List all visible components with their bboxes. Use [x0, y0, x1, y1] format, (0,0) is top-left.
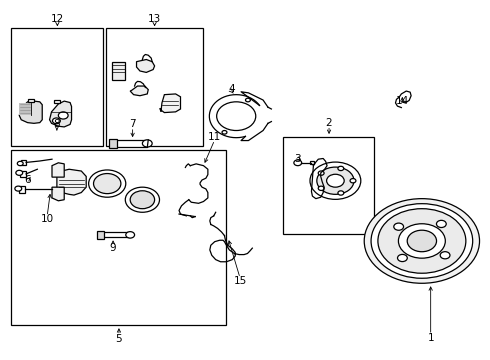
Polygon shape [112, 62, 125, 80]
Text: 13: 13 [148, 14, 161, 24]
Polygon shape [19, 103, 31, 115]
Circle shape [310, 162, 361, 199]
Text: 14: 14 [396, 96, 409, 106]
Circle shape [58, 112, 68, 119]
Bar [11, 28, 103, 146]
Circle shape [327, 174, 344, 187]
Polygon shape [49, 101, 72, 127]
Circle shape [407, 230, 437, 252]
Circle shape [52, 118, 60, 124]
Circle shape [222, 131, 227, 134]
Text: 11: 11 [208, 132, 221, 142]
Bar [19, 186, 25, 193]
Text: 15: 15 [234, 276, 247, 286]
Text: 2: 2 [326, 118, 332, 128]
Bar [98, 230, 104, 239]
Circle shape [371, 204, 473, 278]
Circle shape [338, 166, 344, 171]
Circle shape [17, 161, 23, 166]
Polygon shape [160, 94, 180, 113]
Circle shape [398, 224, 445, 258]
Bar [109, 139, 117, 148]
Bar [20, 171, 26, 177]
Circle shape [15, 186, 22, 191]
Bar [27, 99, 34, 102]
Text: 6: 6 [24, 175, 31, 185]
Circle shape [125, 187, 159, 212]
Circle shape [350, 179, 356, 183]
Text: 3: 3 [294, 154, 301, 164]
Polygon shape [52, 163, 64, 177]
Text: 5: 5 [116, 333, 122, 343]
Bar [98, 232, 130, 237]
Circle shape [16, 170, 23, 175]
Circle shape [338, 191, 344, 195]
Bar [106, 28, 203, 146]
Circle shape [394, 223, 404, 230]
Circle shape [130, 191, 155, 209]
Bar [11, 149, 226, 325]
Circle shape [318, 171, 324, 175]
Polygon shape [57, 169, 86, 195]
Circle shape [397, 255, 407, 262]
Circle shape [440, 252, 450, 259]
Circle shape [126, 231, 135, 238]
Circle shape [89, 170, 126, 197]
Circle shape [294, 160, 302, 166]
Circle shape [317, 167, 354, 194]
Text: 7: 7 [129, 120, 136, 129]
Circle shape [318, 186, 324, 190]
Text: 1: 1 [427, 333, 434, 343]
Bar [21, 159, 26, 165]
Text: 9: 9 [110, 243, 117, 253]
Polygon shape [137, 59, 155, 72]
Circle shape [94, 174, 121, 194]
Circle shape [364, 199, 480, 283]
Circle shape [437, 220, 446, 228]
Text: 8: 8 [53, 120, 60, 129]
Text: 10: 10 [41, 215, 54, 224]
Circle shape [378, 209, 466, 273]
Text: 12: 12 [51, 14, 64, 24]
Bar [111, 140, 147, 147]
Polygon shape [130, 86, 148, 96]
Polygon shape [54, 100, 60, 103]
Bar [283, 137, 373, 234]
Circle shape [217, 102, 256, 131]
Polygon shape [19, 101, 42, 123]
Circle shape [143, 140, 152, 147]
Bar [311, 161, 315, 164]
Text: 4: 4 [228, 84, 235, 94]
Circle shape [245, 98, 250, 102]
Polygon shape [52, 187, 64, 201]
